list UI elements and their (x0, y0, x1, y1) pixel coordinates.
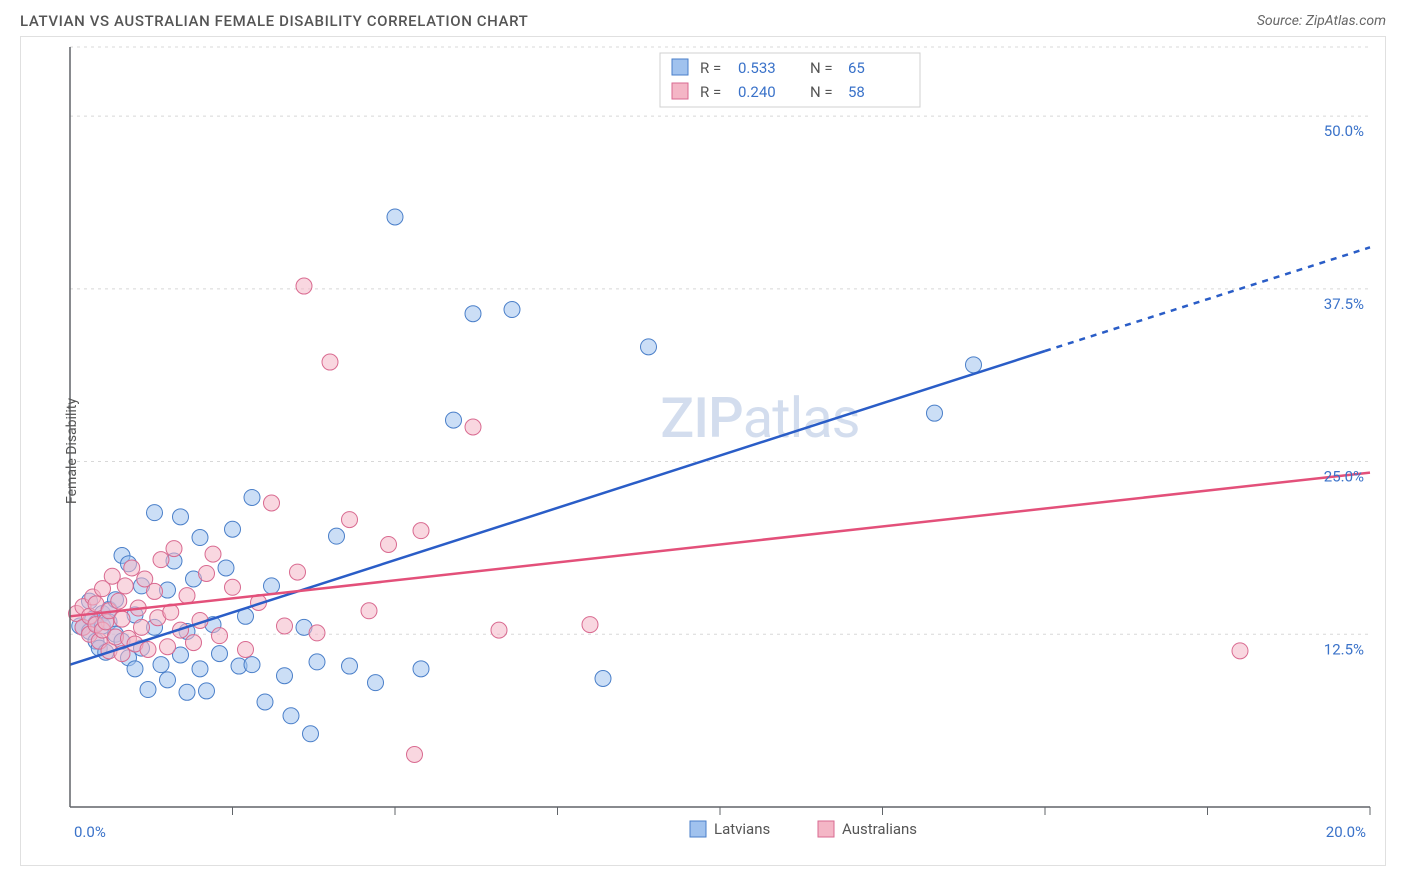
series-label: Latvians (714, 820, 770, 838)
point-latvians (283, 708, 299, 724)
x-max-label: 20.0% (1326, 823, 1366, 841)
point-latvians (342, 658, 358, 674)
point-australians (381, 536, 397, 552)
svg-text:0.533: 0.533 (738, 59, 776, 77)
point-australians (491, 622, 507, 638)
point-latvians (153, 657, 169, 673)
point-australians (153, 552, 169, 568)
legend-swatch (672, 83, 688, 99)
point-latvians (303, 726, 319, 742)
point-latvians (257, 694, 273, 710)
svg-text:R =: R = (700, 83, 721, 101)
point-latvians (465, 306, 481, 322)
point-latvians (173, 509, 189, 525)
point-latvians (595, 670, 611, 686)
point-australians (322, 354, 338, 370)
svg-text:N =: N = (810, 83, 833, 101)
point-australians (205, 546, 221, 562)
stats-legend (660, 53, 920, 107)
legend-swatch (672, 59, 688, 75)
point-australians (413, 523, 429, 539)
svg-text:ZIPatlas: ZIPatlas (660, 385, 859, 451)
series-swatch (690, 821, 706, 837)
point-latvians (309, 654, 325, 670)
point-australians (166, 541, 182, 557)
point-australians (147, 583, 163, 599)
source-label: Source: ZipAtlas.com (1257, 13, 1386, 29)
svg-text:0.240: 0.240 (738, 83, 776, 101)
series-label: Australians (842, 820, 917, 838)
point-australians (199, 565, 215, 581)
point-latvians (966, 357, 982, 373)
point-latvians (277, 668, 293, 684)
point-latvians (192, 661, 208, 677)
point-australians (407, 746, 423, 762)
point-australians (114, 611, 130, 627)
trendline-latvians (70, 351, 1045, 665)
y-tick-label: 50.0% (1324, 122, 1364, 140)
point-latvians (244, 489, 260, 505)
point-australians (225, 579, 241, 595)
point-latvians (199, 683, 215, 699)
point-latvians (927, 405, 943, 421)
point-latvians (504, 302, 520, 318)
point-australians (465, 419, 481, 435)
point-latvians (192, 530, 208, 546)
point-australians (582, 617, 598, 633)
point-australians (140, 641, 156, 657)
svg-text:R =: R = (700, 59, 721, 77)
point-australians (111, 593, 127, 609)
chart-title: LATVIAN VS AUSTRALIAN FEMALE DISABILITY … (20, 12, 528, 30)
point-latvians (329, 528, 345, 544)
x-min-label: 0.0% (74, 823, 106, 841)
point-australians (264, 495, 280, 511)
y-tick-label: 12.5% (1324, 640, 1364, 658)
svg-text:65: 65 (848, 59, 865, 77)
y-tick-label: 37.5% (1324, 295, 1364, 313)
point-australians (179, 588, 195, 604)
point-australians (309, 625, 325, 641)
point-australians (238, 641, 254, 657)
point-australians (212, 628, 228, 644)
point-latvians (212, 646, 228, 662)
point-latvians (179, 684, 195, 700)
point-australians (160, 639, 176, 655)
trendline-dash-latvians (1045, 247, 1370, 351)
point-latvians (264, 578, 280, 594)
series-swatch (818, 821, 834, 837)
point-australians (296, 278, 312, 294)
point-latvians (641, 339, 657, 355)
point-australians (277, 618, 293, 634)
point-latvians (140, 682, 156, 698)
point-latvians (147, 505, 163, 521)
y-axis-label: Female Disability (64, 398, 80, 504)
point-australians (186, 635, 202, 651)
point-latvians (387, 209, 403, 225)
point-latvians (244, 657, 260, 673)
correlation-chart: ZIPatlas 12.5% 25.0% 37.5% 50.0% 0.0% 20.0% R =… (21, 37, 1385, 865)
point-latvians (446, 412, 462, 428)
point-latvians (127, 661, 143, 677)
point-australians (342, 512, 358, 528)
point-australians (361, 603, 377, 619)
point-latvians (218, 560, 234, 576)
y-tick-label: 25.0% (1324, 468, 1364, 486)
svg-text:N =: N = (810, 59, 833, 77)
point-australians (134, 619, 150, 635)
point-australians (124, 560, 140, 576)
point-latvians (413, 661, 429, 677)
trendline-australians (70, 473, 1370, 617)
point-australians (1232, 643, 1248, 659)
point-latvians (225, 521, 241, 537)
point-australians (117, 578, 133, 594)
point-latvians (160, 672, 176, 688)
svg-text:58: 58 (848, 83, 865, 101)
point-australians (290, 564, 306, 580)
chart-container: Female Disability ZIPatlas 12.5% 25.0% 37.5… (20, 36, 1386, 866)
point-latvians (368, 675, 384, 691)
